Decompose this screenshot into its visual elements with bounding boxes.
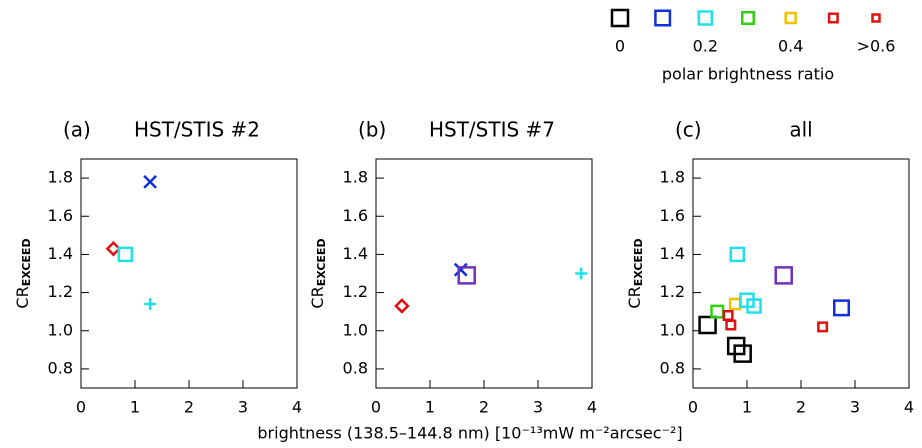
plot-frame [80,158,298,389]
legend-swatch [827,12,839,24]
y-tick-label: 1.2 [48,282,73,301]
legend-swatch [697,10,714,26]
y-axis-label: CREXCEED [625,238,646,308]
legend-label: 0.2 [693,37,718,56]
marker-plus [575,267,588,280]
x-tick-label: 3 [533,398,543,417]
x-tick-label: 0 [371,398,381,417]
y-axis-label-main: CR [625,286,644,308]
marker-square [726,336,746,356]
x-tick-label: 3 [238,398,248,417]
x-tick-label: 4 [904,398,914,417]
panel-title: HST/STIS #2 [134,118,260,142]
marker-square [833,299,850,317]
legend-swatch [654,9,672,27]
marker-square [774,266,793,285]
y-tick-label: 1.0 [343,320,368,339]
y-tick-label: 1.4 [48,244,73,263]
panel-title: all [789,118,812,142]
y-tick-label: 1.8 [343,168,368,187]
marker-diamond [105,240,122,257]
x-tick-label: 1 [130,398,140,417]
legend-swatch [610,8,630,28]
marker-square [729,246,746,263]
marker-plus [144,298,157,311]
y-tick-label: 1.6 [343,206,368,225]
x-tick-label: 0 [76,398,86,417]
y-tick-label: 1.0 [48,320,73,339]
marker-square [698,315,717,335]
marker-square [722,309,734,321]
marker-square [746,298,762,314]
panel-label: (c) [675,118,702,142]
y-axis-label-sub: EXCEED [632,238,645,286]
panel-label: (b) [358,118,386,142]
marker-square [733,344,752,363]
legend-title: polar brightness ratio [662,65,834,84]
x-tick-label: 2 [184,398,194,417]
marker-square [117,246,134,263]
marker-square [739,292,755,308]
y-tick-label: 1.0 [660,320,685,339]
x-tick-label: 1 [425,398,435,417]
y-axis-label: CREXCEED [13,238,34,308]
y-tick-label: 1.4 [343,244,368,263]
y-tick-label: 1.2 [343,282,368,301]
marker-diamond [394,298,410,314]
y-axis-label-main: CR [13,286,32,308]
x-tick-label: 0 [688,398,698,417]
plot-frame [375,158,593,389]
x-tick-label: 4 [587,398,597,417]
x-tick-label: 2 [479,398,489,417]
x-axis-label: brightness (138.5–144.8 nm) [10⁻¹³mW m⁻²… [257,424,682,443]
y-axis-label-sub: EXCEED [315,238,328,286]
legend-label: 0.4 [778,37,803,56]
y-axis-label-main: CR [308,286,327,308]
marker-x [143,175,158,189]
x-tick-label: 4 [292,398,302,417]
legend-swatch [784,11,797,25]
y-tick-label: 1.8 [660,168,685,187]
y-tick-label: 1.6 [660,206,685,225]
x-tick-label: 1 [742,398,752,417]
marker-square [817,321,829,333]
y-axis-label-sub: EXCEED [20,238,33,286]
y-tick-label: 0.8 [343,358,368,377]
y-tick-label: 1.2 [660,282,685,301]
x-tick-label: 3 [850,398,860,417]
legend-swatch [871,13,881,23]
panel-label: (a) [63,118,91,142]
y-tick-label: 0.8 [660,358,685,377]
legend-label: 0 [615,37,625,56]
plot-frame [692,158,910,389]
marker-square [457,266,476,285]
y-tick-label: 1.6 [48,206,73,225]
legend-label: >0.6 [857,37,896,56]
y-tick-label: 0.8 [48,358,73,377]
marker-square [710,304,725,319]
marker-square [725,319,737,331]
y-tick-label: 1.8 [48,168,73,187]
marker-x [453,262,468,277]
y-axis-label: CREXCEED [308,238,329,308]
marker-square [728,297,742,311]
x-tick-label: 2 [796,398,806,417]
panel-title: HST/STIS #7 [429,118,555,142]
legend-swatch [741,11,755,25]
y-tick-label: 1.4 [660,244,685,263]
